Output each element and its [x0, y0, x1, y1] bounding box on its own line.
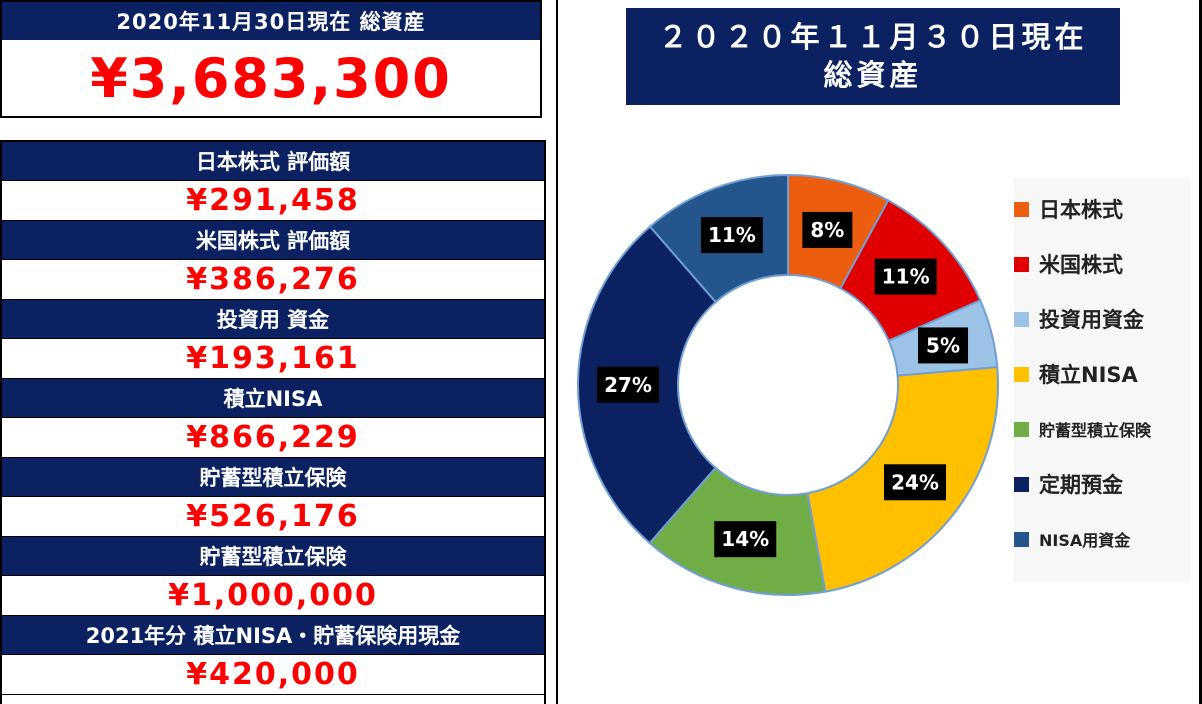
asset-row-value: ¥291,458 [2, 181, 544, 221]
asset-breakdown-list: 日本株式 評価額 ¥291,458 米国株式 評価額 ¥386,276 投資用 資金 ¥1… [0, 140, 546, 704]
legend-label: 積立NISA [1039, 363, 1138, 387]
legend-item: 投資用資金 [1014, 304, 1144, 334]
slice-data-label: 5% [918, 327, 969, 364]
slice-label-text: 5% [926, 333, 960, 357]
asset-row-value: ¥1,000,000 [2, 576, 544, 616]
slice-data-label: 11% [700, 217, 763, 254]
asset-row-label: 貯蓄型積立保険 [2, 458, 544, 497]
asset-row-value: ¥420,000 [2, 655, 544, 695]
legend-swatch [1014, 421, 1029, 437]
slice-label-text: 27% [604, 373, 652, 397]
legend-item: NISA用資金 [1014, 524, 1130, 554]
slice-label-box [714, 521, 777, 558]
legend-label: 投資用資金 [1039, 308, 1144, 332]
slice-data-label: 8% [802, 211, 853, 248]
chart-title-line1: ２０２０年１１月３０日現在 [658, 20, 1088, 54]
asset-row-value: ¥526,176 [2, 497, 544, 537]
total-assets-header: 2020年11月30日現在 総資産 [2, 2, 540, 40]
asset-row-label: 2021年分 積立NISA・貯蓄保険用現金 [2, 616, 544, 655]
slice-label-text: 11% [882, 265, 930, 289]
slice-label-text: 24% [891, 470, 939, 494]
slice-data-label: 27% [597, 366, 660, 403]
slice-data-label: 24% [884, 464, 947, 501]
legend-label: 米国株式 [1039, 253, 1123, 277]
legend-swatch [1014, 366, 1029, 382]
asset-row-label: 投資用 資金 [2, 300, 544, 339]
legend-item: 積立NISA [1014, 359, 1138, 389]
slice-label-text: 11% [708, 223, 756, 247]
asset-row-label: 積立NISA [2, 379, 544, 418]
slice-label-box [597, 366, 660, 403]
legend-label: NISA用資金 [1039, 531, 1131, 550]
legend-label: 定期預金 [1039, 473, 1123, 497]
legend-label: 日本株式 [1039, 198, 1123, 222]
asset-row-label: 米国株式 評価額 [2, 221, 544, 260]
slice-label-box [884, 464, 947, 501]
asset-row-value: ¥866,229 [2, 418, 544, 458]
chart-panel: ２０２０年１１月３０日現在 総資産 8% 11% 5% 24% 14% 27% 11% 日本… [556, 0, 1202, 704]
total-assets-box: 2020年11月30日現在 総資産 ¥3,683,300 [0, 0, 542, 118]
asset-row-value: ¥386,276 [2, 260, 544, 300]
slice-label-box [802, 211, 853, 248]
chart-legend: 日本株式米国株式投資用資金積立NISA 貯蓄型積立保険定期預金 NISA用資金 [1014, 178, 1190, 582]
chart-title-line2: 総資産 [823, 58, 923, 92]
legend-label: 貯蓄型積立保険 [1039, 421, 1152, 440]
slice-label-box [918, 327, 969, 364]
asset-summary-panel: 2020年11月30日現在 総資産 ¥3,683,300 日本株式 評価額 ¥29… [0, 0, 546, 704]
legend-swatch [1014, 201, 1029, 217]
slice-label-box [874, 258, 937, 295]
asset-row-value: ¥193,161 [2, 339, 544, 379]
slice-label-text: 14% [721, 527, 769, 551]
donut-chart: 8% 11% 5% 24% 14% 27% 11% [577, 173, 999, 596]
legend-item: 日本株式 [1014, 194, 1123, 224]
slice-label-box [700, 217, 763, 254]
legend-item: 定期預金 [1014, 469, 1123, 499]
asset-row-label: 日本株式 評価額 [2, 142, 544, 181]
total-assets-value: ¥3,683,300 [90, 46, 452, 110]
legend-swatch [1014, 476, 1029, 492]
legend-swatch [1014, 311, 1029, 327]
asset-row-label: 貯蓄型積立保険 [2, 537, 544, 576]
chart-title: ２０２０年１１月３０日現在 総資産 [626, 8, 1120, 105]
legend-item: 貯蓄型積立保険 [1014, 414, 1151, 444]
slice-data-label: 14% [714, 521, 777, 558]
legend-swatch [1014, 256, 1029, 272]
slice-data-label: 11% [874, 258, 937, 295]
slice-label-text: 8% [810, 218, 844, 242]
legend-swatch [1014, 531, 1029, 547]
legend-item: 米国株式 [1014, 249, 1123, 279]
